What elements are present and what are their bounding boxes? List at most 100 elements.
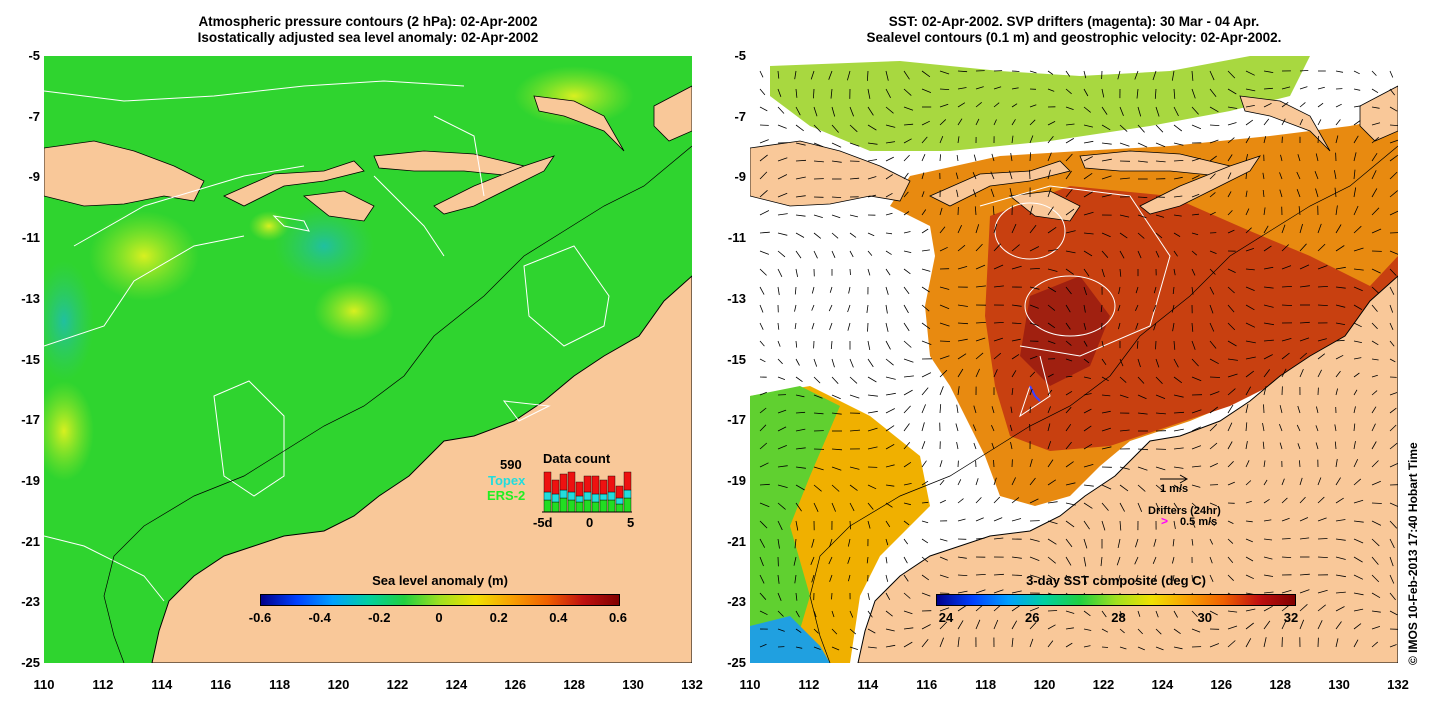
velocity-arrow (903, 538, 909, 545)
velocity-arrow (1389, 124, 1398, 127)
velocity-arrow (903, 375, 914, 378)
velocity-arrow (1263, 102, 1272, 108)
velocity-arrow (903, 138, 912, 144)
velocity-arrow (777, 250, 786, 258)
velocity-arrow (1172, 286, 1175, 295)
velocity-arrow (1101, 358, 1107, 366)
velocity-arrow (759, 70, 764, 78)
velocity-arrow (1173, 428, 1184, 432)
velocity-arrow (1155, 358, 1160, 368)
velocity-arrow (1263, 538, 1273, 541)
velocity-arrow (1117, 538, 1121, 548)
velocity-arrow (1155, 394, 1166, 399)
velocity-arrow (1047, 169, 1051, 180)
velocity-arrow (975, 589, 986, 594)
x-tick-label: 132 (1387, 677, 1409, 692)
velocity-arrow (1245, 386, 1252, 396)
velocity-arrow (1011, 497, 1020, 504)
velocity-arrow (1152, 556, 1157, 564)
x-tick-label: 114 (151, 677, 173, 692)
velocity-arrow (1263, 354, 1273, 360)
velocity-arrow (759, 154, 768, 162)
y-tick-label: -11 (21, 230, 40, 246)
velocity-arrow (813, 232, 822, 239)
velocity-arrow (1155, 484, 1164, 492)
velocity-arrow (867, 484, 877, 490)
velocity-arrow (903, 106, 914, 111)
velocity-arrow (777, 232, 788, 236)
velocity-arrow (1191, 232, 1199, 236)
velocity-arrow (1209, 358, 1219, 365)
velocity-arrow (1371, 423, 1376, 432)
velocity-arrow (973, 442, 977, 450)
velocity-arrow (759, 538, 766, 548)
right-map-panel[interactable] (750, 56, 1398, 663)
sst-north-green (770, 56, 1310, 151)
velocity-arrow (1317, 286, 1328, 288)
velocity-arrow (885, 556, 888, 564)
left-map-panel[interactable] (44, 56, 692, 663)
velocity-arrow (1263, 225, 1269, 234)
velocity-arrow (921, 154, 926, 162)
velocity-arrow (1209, 88, 1217, 98)
velocity-arrow (813, 646, 821, 650)
velocity-arrow (1353, 478, 1362, 486)
velocity-arrow (759, 231, 770, 234)
velocity-arrow (903, 389, 913, 396)
velocity-arrow (1299, 264, 1310, 270)
velocity-arrow (1116, 556, 1121, 566)
velocity-arrow (993, 459, 995, 468)
velocity-arrow (1334, 187, 1337, 198)
velocity-arrow (1334, 424, 1337, 432)
velocity-arrow (1173, 106, 1179, 117)
velocity-arrow (1117, 574, 1121, 583)
velocity-arrow (1119, 502, 1125, 512)
colorbar-tick-label: 0.6 (608, 610, 628, 625)
velocity-arrow (1371, 268, 1381, 274)
histogram-bar (623, 489, 632, 499)
velocity-arrow (1335, 458, 1338, 468)
velocity-arrow (1101, 250, 1109, 258)
right-colorbar (936, 594, 1296, 606)
velocity-arrow (1101, 484, 1112, 490)
left-colorbar (260, 594, 620, 606)
velocity-arrow (1137, 214, 1147, 219)
velocity-arrow (811, 304, 815, 311)
velocity-arrow (993, 337, 1004, 342)
velocity-arrow (1299, 573, 1310, 576)
velocity-arrow (1353, 225, 1362, 234)
velocity-arrow (1335, 286, 1346, 289)
velocity-arrow (1335, 119, 1341, 126)
velocity-arrow (1029, 169, 1031, 180)
velocity-arrow (1065, 322, 1071, 330)
x-tick-label: 126 (1210, 677, 1233, 692)
velocity-arrow (759, 286, 765, 295)
velocity-arrow (921, 120, 930, 126)
velocity-arrow (1029, 304, 1039, 309)
velocity-arrow (1047, 556, 1056, 564)
velocity-arrow (1011, 620, 1018, 630)
y-tick-label: -11 (727, 230, 746, 246)
velocity-arrow (921, 387, 929, 396)
velocity-arrow (1263, 339, 1274, 342)
y-tick-label: -19 (727, 472, 746, 488)
velocity-arrow (921, 88, 932, 93)
velocity-arrow (1173, 340, 1176, 350)
velocity-arrow (1227, 286, 1235, 294)
velocity-arrow (1065, 189, 1073, 198)
velocity-arrow (885, 484, 895, 487)
velocity-arrow (1335, 556, 1346, 560)
velocity-arrow (903, 610, 913, 615)
velocity-arrow (1011, 590, 1022, 594)
velocity-arrow (829, 574, 833, 582)
velocity-arrow (795, 195, 806, 198)
velocity-arrow (1137, 124, 1145, 133)
velocity-arrow (903, 123, 914, 126)
velocity-arrow (1227, 322, 1236, 331)
velocity-arrow (830, 340, 833, 350)
x-tick-label: 122 (386, 677, 409, 692)
velocity-arrow (1191, 484, 1201, 488)
velocity-arrow (795, 159, 807, 162)
velocity-arrow (1083, 538, 1088, 549)
velocity-arrow (1101, 142, 1112, 145)
